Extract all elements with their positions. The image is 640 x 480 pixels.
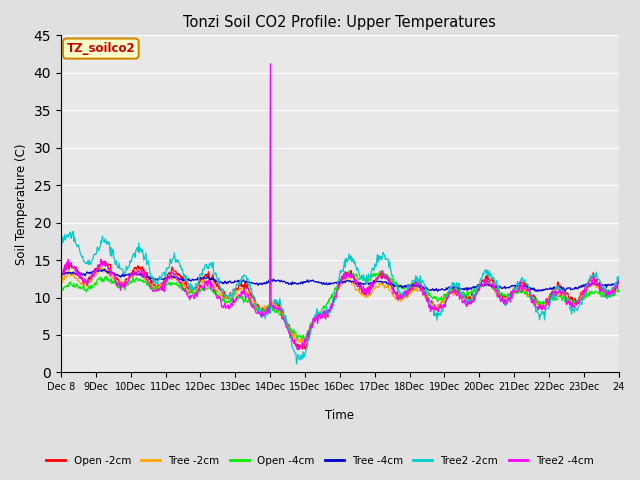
Line: Tree -4cm: Tree -4cm — [61, 269, 619, 291]
Tree -2cm — [298, 341, 305, 347]
Line: Tree2 -4cm: Tree2 -4cm — [61, 64, 619, 349]
Tree2 -4cm — [266, 61, 274, 67]
Y-axis label: Soil Temperature (C): Soil Temperature (C) — [15, 143, 28, 264]
Tree2 -2cm — [69, 228, 77, 234]
Tree2 -2cm — [124, 267, 131, 273]
Tree -4cm — [535, 288, 543, 294]
Open -4cm — [274, 306, 282, 312]
Tree -4cm — [253, 281, 261, 287]
Open -2cm — [430, 306, 438, 312]
Tree -2cm — [399, 297, 406, 303]
Open -4cm — [399, 286, 406, 291]
Tree2 -4cm — [430, 307, 438, 313]
Tree2 -4cm — [399, 294, 406, 300]
Tree2 -4cm — [122, 279, 130, 285]
Tree2 -4cm — [275, 305, 282, 311]
Legend: Open -2cm, Tree -2cm, Open -4cm, Tree -4cm, Tree2 -2cm, Tree2 -4cm: Open -2cm, Tree -2cm, Open -4cm, Tree -4… — [42, 452, 598, 470]
Tree2 -4cm — [253, 311, 260, 316]
Open -4cm — [225, 299, 233, 304]
Tree2 -2cm — [57, 242, 65, 248]
Tree2 -2cm — [292, 361, 300, 367]
Tree -4cm — [124, 272, 131, 277]
Open -2cm — [101, 258, 109, 264]
Tree -4cm — [429, 288, 437, 293]
Tree -2cm — [57, 279, 65, 285]
Open -4cm — [122, 283, 130, 288]
Open -2cm — [298, 346, 306, 352]
Open -4cm — [301, 338, 308, 344]
Tree2 -4cm — [615, 278, 623, 284]
Line: Open -4cm: Open -4cm — [61, 271, 619, 341]
Line: Tree -2cm: Tree -2cm — [61, 267, 619, 344]
Line: Tree2 -2cm: Tree2 -2cm — [61, 231, 619, 364]
Open -4cm — [57, 284, 65, 290]
Text: TZ_soilco2: TZ_soilco2 — [67, 42, 135, 55]
Tree2 -2cm — [275, 302, 282, 308]
Tree2 -4cm — [225, 306, 233, 312]
Tree -2cm — [253, 306, 261, 312]
Tree2 -2cm — [253, 302, 261, 308]
Open -2cm — [253, 302, 261, 308]
Title: Tonzi Soil CO2 Profile: Upper Temperatures: Tonzi Soil CO2 Profile: Upper Temperatur… — [184, 15, 496, 30]
X-axis label: Time: Time — [325, 409, 355, 422]
Tree2 -4cm — [57, 272, 65, 277]
Open -4cm — [430, 293, 438, 299]
Open -2cm — [399, 293, 406, 299]
Open -2cm — [57, 269, 65, 275]
Tree2 -4cm — [296, 347, 303, 352]
Tree -2cm — [226, 294, 234, 300]
Tree -2cm — [275, 305, 282, 311]
Tree2 -2cm — [399, 289, 406, 295]
Tree -4cm — [398, 285, 406, 291]
Open -4cm — [253, 307, 260, 313]
Open -2cm — [615, 279, 623, 285]
Open -2cm — [275, 302, 282, 308]
Tree2 -2cm — [615, 274, 623, 279]
Line: Open -2cm: Open -2cm — [61, 261, 619, 349]
Open -2cm — [226, 292, 234, 298]
Tree -2cm — [124, 277, 131, 283]
Open -4cm — [377, 268, 385, 274]
Tree -4cm — [275, 277, 282, 283]
Tree -4cm — [226, 278, 234, 284]
Tree -2cm — [615, 281, 623, 287]
Tree -4cm — [100, 266, 108, 272]
Tree -2cm — [97, 264, 105, 270]
Open -2cm — [124, 277, 131, 283]
Tree -4cm — [615, 278, 623, 284]
Tree2 -2cm — [430, 313, 438, 319]
Open -4cm — [615, 287, 623, 292]
Tree2 -2cm — [226, 294, 234, 300]
Tree -2cm — [430, 302, 438, 308]
Tree -4cm — [57, 271, 65, 277]
